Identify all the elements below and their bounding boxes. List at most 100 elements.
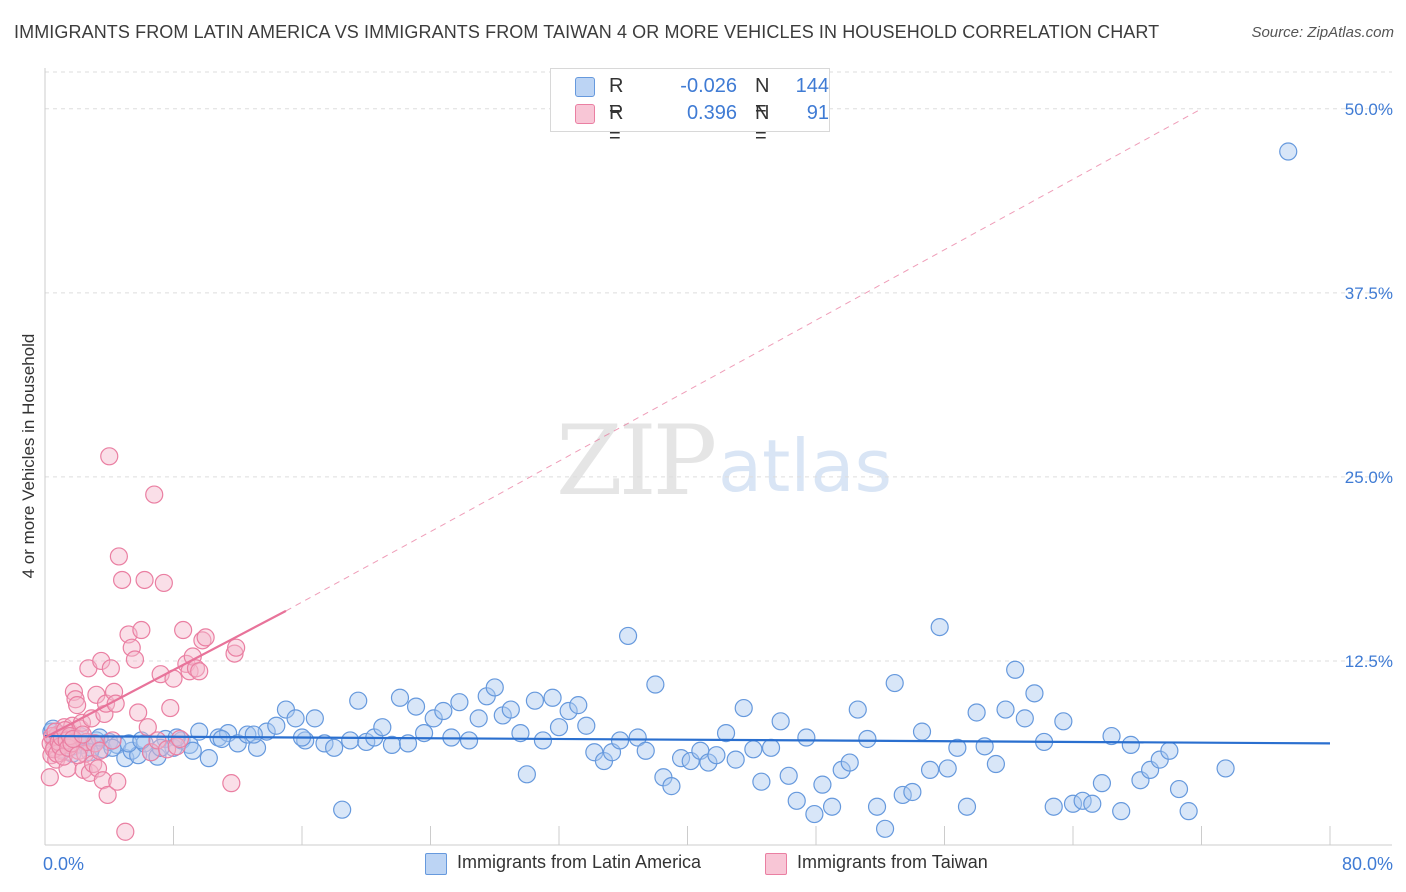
source-label: Source: ZipAtlas.com xyxy=(1251,24,1394,41)
y-axis-label: 4 or more Vehicles in Household xyxy=(19,334,38,579)
taiwan-point xyxy=(92,651,111,671)
taiwan-point xyxy=(222,774,241,793)
latin-america-point xyxy=(875,819,895,838)
latin-america-point xyxy=(1216,759,1235,778)
latin-america-point xyxy=(577,716,596,735)
latin-america-point xyxy=(805,804,824,824)
latin-america-point xyxy=(986,754,1006,774)
latin-america-point xyxy=(349,691,368,710)
taiwan-point xyxy=(103,731,122,750)
latin-america-point xyxy=(424,709,443,728)
latin-america-point xyxy=(525,691,545,710)
latin-america-point xyxy=(305,709,324,728)
taiwan-point xyxy=(101,659,120,678)
latin-america-point xyxy=(848,700,867,719)
taiwan-point xyxy=(154,573,173,593)
latin-america-point xyxy=(382,735,402,754)
taiwan-point xyxy=(90,741,109,760)
latin-america-point xyxy=(707,746,726,765)
latin-america-point xyxy=(1160,741,1179,760)
taiwan-point xyxy=(193,631,212,650)
latin-america-point xyxy=(559,701,578,721)
latin-america-point xyxy=(618,626,638,646)
y-tick-label: 25.0% xyxy=(1345,468,1393,487)
watermark-atlas: atlas xyxy=(718,424,892,508)
latin-america-point xyxy=(957,797,977,816)
legend-r-value: -0.026 xyxy=(680,75,737,97)
watermark-zip: ZIP xyxy=(556,405,717,517)
x-tick-label: 0.0% xyxy=(43,854,84,874)
latin-america-point xyxy=(1015,709,1034,728)
taiwan-point xyxy=(58,759,77,778)
latin-america-point xyxy=(726,750,745,769)
latin-america-point xyxy=(967,703,986,722)
taiwan-point xyxy=(145,485,164,504)
y-tick-label: 37.5% xyxy=(1345,284,1393,303)
taiwan-point xyxy=(196,628,215,647)
latin-america-point xyxy=(533,731,553,750)
latin-america-point xyxy=(501,700,520,719)
latin-america-trend-line xyxy=(44,734,1331,745)
taiwan-point xyxy=(132,620,151,640)
latin-america-point xyxy=(406,697,426,716)
latin-america-point xyxy=(787,791,806,810)
taiwan-series xyxy=(40,447,246,841)
latin-america-point xyxy=(996,700,1015,719)
taiwan-point xyxy=(125,650,145,669)
latin-america-point xyxy=(797,728,816,747)
taiwan-point xyxy=(93,771,112,790)
latin-america-point xyxy=(517,765,536,784)
latin-america-point xyxy=(434,701,453,721)
latin-america-point xyxy=(244,725,263,744)
latin-america-point xyxy=(1112,802,1131,821)
latin-america-point xyxy=(325,738,344,757)
latin-america-point xyxy=(485,678,504,697)
latin-america-point xyxy=(920,760,940,780)
chart-title: IMMIGRANTS FROM LATIN AMERICA VS IMMIGRA… xyxy=(14,22,1160,42)
taiwan-point xyxy=(68,746,88,765)
latin-america-point xyxy=(948,738,967,757)
taiwan-point xyxy=(129,703,148,722)
latin-america-point xyxy=(450,693,469,712)
latin-america-point xyxy=(1179,802,1198,821)
taiwan-point xyxy=(190,662,209,681)
latin-america-point xyxy=(912,722,932,741)
latin-america-point xyxy=(771,712,790,731)
latin-america-point xyxy=(199,749,218,768)
latin-america-point xyxy=(543,688,562,707)
y-tick-label: 12.5% xyxy=(1345,652,1393,671)
x-tick-label: 80.0% xyxy=(1342,854,1393,874)
taiwan-point xyxy=(88,759,108,778)
y-tick-label: 50.0% xyxy=(1345,100,1393,119)
latin-america-point xyxy=(341,731,360,750)
latin-america-point xyxy=(373,718,392,737)
latin-america-point xyxy=(1121,735,1140,754)
latin-america-point xyxy=(511,723,530,743)
latin-america-point xyxy=(459,731,479,750)
latin-america-point xyxy=(390,688,410,707)
latin-america-point xyxy=(716,723,736,743)
legend-n-value: 144 xyxy=(795,75,829,97)
latin-america-point xyxy=(469,709,488,728)
latin-america-point xyxy=(822,797,842,816)
legend-n-label: N = xyxy=(755,102,770,147)
latin-america-point xyxy=(1054,712,1073,731)
legend-r-label: R = xyxy=(609,102,624,147)
taiwan-point xyxy=(170,729,190,749)
latin-america-point xyxy=(1092,774,1112,793)
latin-america-point xyxy=(1083,794,1102,813)
legend-label: Immigrants from Taiwan xyxy=(797,852,988,872)
correlation-legend: R = -0.026 N = 144 R = 0.396 N = 91 xyxy=(550,68,830,147)
latin-america-point xyxy=(761,738,781,757)
latin-america-point xyxy=(662,777,681,796)
taiwan-point xyxy=(161,698,180,718)
taiwan-point xyxy=(68,696,87,715)
taiwan-point xyxy=(40,768,59,787)
taiwan-point xyxy=(122,638,141,657)
latin-america-point xyxy=(858,729,877,749)
latin-america-point xyxy=(286,709,305,728)
taiwan-trend-line-extension xyxy=(285,108,1202,612)
latin-america-point xyxy=(636,741,655,760)
legend-r-label: R = xyxy=(609,75,624,120)
